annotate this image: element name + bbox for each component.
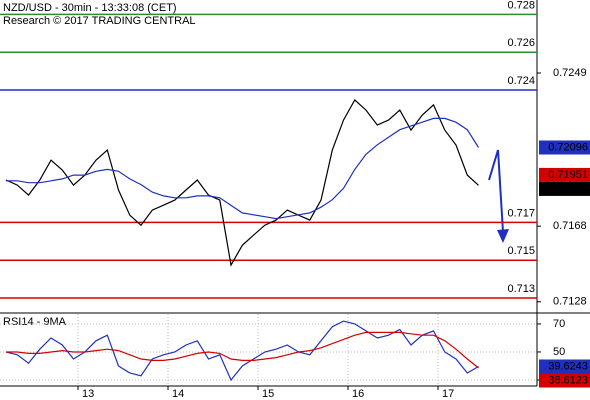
level-label: 0.724 (507, 75, 535, 87)
level-label: 0.717 (507, 207, 535, 219)
level-label: 0.713 (507, 283, 535, 295)
y-tick-label: 70 (553, 318, 565, 330)
forecast-arrowhead (497, 229, 509, 243)
last-value-box (539, 359, 590, 374)
y-tick-label: 0.7249 (553, 67, 587, 79)
forecast-arrow (488, 149, 504, 233)
last-value-box (539, 373, 590, 388)
y-tick-label: 0.7128 (553, 296, 587, 308)
level-label: 0.715 (507, 245, 535, 257)
x-tick-label: 17 (442, 388, 454, 400)
last-value-label: 0.72096 (548, 141, 588, 153)
level-label: 0.728 (507, 0, 535, 11)
chart-title: NZD/USD - 30min - 13:33:08 (CET) (3, 2, 177, 14)
series-line (6, 331, 479, 369)
chart-subtitle: Research © 2017 TRADING CENTRAL (3, 15, 196, 27)
x-tick-label: 16 (352, 388, 364, 400)
x-tick-label: 13 (82, 388, 94, 400)
y-tick-label: 50 (553, 346, 565, 358)
x-tick-label: 14 (172, 388, 184, 400)
last-value-box (539, 140, 590, 155)
last-value-label: 0.71896 (548, 183, 588, 195)
last-value-box (539, 181, 590, 196)
last-value-label: 39.6243 (548, 360, 588, 372)
series-line (6, 117, 480, 220)
last-value-box (539, 167, 590, 182)
x-tick-label: 15 (262, 388, 274, 400)
last-value-label: 0.71951 (548, 169, 588, 181)
level-label: 0.726 (507, 37, 535, 49)
rsi-title: RSI14 - 9MA (3, 316, 67, 328)
last-value-label: 38.6123 (548, 374, 588, 386)
y-tick-label: 0.7168 (553, 220, 587, 232)
